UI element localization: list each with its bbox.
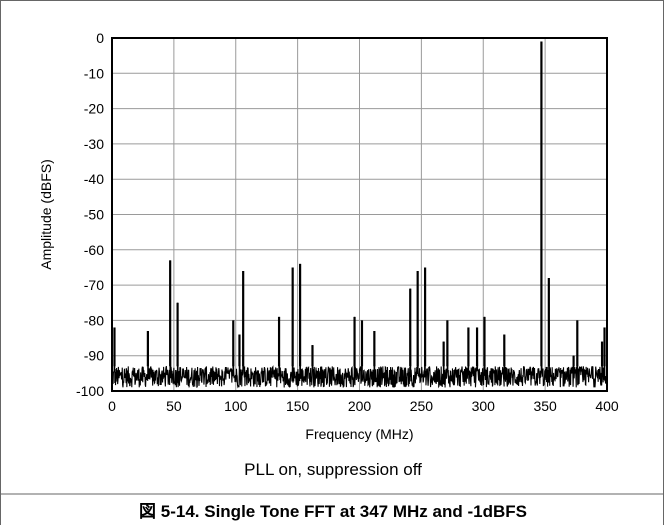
x-tick-label: 0 [108,398,116,414]
grid [111,37,608,392]
y-axis-label: Amplitude (dBFS) [38,159,54,269]
plot-frame [111,37,608,392]
y-tick-label: 0 [96,30,104,46]
y-tick-label: -100 [76,383,104,399]
noise-floor-trace [111,41,608,389]
chart-subtitle: PLL on, suppression off [244,460,422,479]
x-tick-label: 200 [348,398,372,414]
x-tick-label: 100 [224,398,248,414]
y-tick-labels: 0 -10 -20 -30 -40 -50 -60 -70 -80 -90 -100 [76,30,104,399]
figure-caption: 図 5-14. Single Tone FFT at 347 MHz and -… [139,502,527,521]
x-tick-label: 150 [286,398,310,414]
x-tick-label: 50 [166,398,182,414]
x-tick-label: 400 [595,398,619,414]
x-axis-label: Frequency (MHz) [305,426,413,442]
y-tick-label: -30 [84,136,104,152]
x-tick-label: 300 [472,398,496,414]
y-tick-label: -90 [84,348,104,364]
y-tick-label: -70 [84,277,104,293]
y-tick-label: -50 [84,207,104,223]
x-tick-label: 250 [410,398,434,414]
y-tick-label: -80 [84,312,104,328]
fft-spectrum [111,41,608,389]
x-tick-label: 350 [533,398,557,414]
x-tick-labels: 0 50 100 150 200 250 300 350 400 [108,398,619,414]
y-tick-label: -40 [84,171,104,187]
y-tick-label: -10 [84,65,104,81]
y-tick-label: -60 [84,242,104,258]
y-tick-label: -20 [84,101,104,117]
